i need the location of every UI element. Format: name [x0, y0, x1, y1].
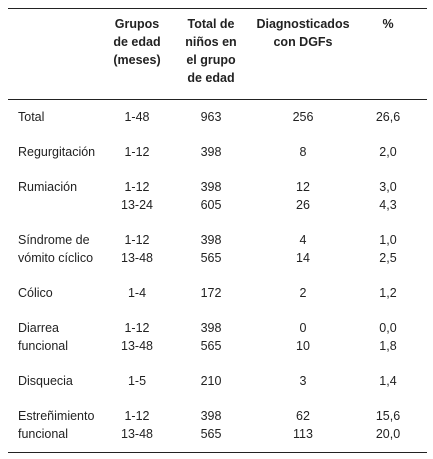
row-label: Total	[18, 110, 45, 124]
cell-value: 13-48	[121, 339, 153, 353]
header-cell: con DGFs	[273, 35, 333, 49]
cell-value: 62	[296, 409, 310, 423]
header-cell: el grupo	[186, 53, 236, 67]
header-cell: Total de	[187, 17, 235, 31]
cell-value: 398	[200, 180, 222, 194]
cell-value: 963	[200, 110, 222, 124]
row-label: Diarrea	[18, 321, 59, 335]
row-label: Rumiación	[18, 180, 78, 194]
cell-value: 1-12	[124, 145, 150, 159]
header-cell: Diagnosticados	[256, 17, 350, 31]
cell-value: 3,0	[379, 180, 397, 194]
header-cell: de edad	[187, 71, 235, 85]
row-label: funcional	[18, 339, 69, 353]
cell-value: 565	[200, 339, 222, 353]
header-cell: Grupos	[114, 17, 160, 31]
cell-value: 1,8	[379, 339, 397, 353]
bottom-rule	[8, 452, 427, 453]
cell-value: 1-12	[124, 409, 150, 423]
cell-value: 13-48	[121, 427, 153, 441]
cell-value: 20,0	[375, 427, 401, 441]
row-label: Regurgitación	[18, 145, 96, 159]
row-label: vómito cíclico	[18, 251, 94, 265]
header-rule	[8, 99, 427, 100]
cell-value: 1-12	[124, 233, 150, 247]
cell-value: 2,5	[379, 251, 397, 265]
cell-value: 398	[200, 145, 222, 159]
cell-value: 2,0	[379, 145, 397, 159]
cell-value: 12	[296, 180, 310, 194]
cell-value: 1-5	[127, 374, 147, 388]
header-cell: niños en	[185, 35, 237, 49]
cell-value: 8	[299, 145, 307, 159]
cell-value: 565	[200, 427, 222, 441]
cell-value: 13-48	[121, 251, 153, 265]
cell-value: 3	[299, 374, 307, 388]
cell-value: 1,2	[379, 286, 397, 300]
row-label: funcional	[18, 427, 69, 441]
cell-value: 113	[293, 427, 313, 441]
cell-value: 0,0	[379, 321, 397, 335]
cell-value: 256	[292, 110, 314, 124]
cell-value: 1-48	[124, 110, 150, 124]
cell-value: 15,6	[375, 409, 401, 423]
cell-value: 1-4	[127, 286, 147, 300]
cell-value: 4	[299, 233, 307, 247]
cell-value: 565	[200, 251, 222, 265]
cell-value: 0	[299, 321, 307, 335]
cell-value: 14	[296, 251, 310, 265]
cell-value: 1,4	[379, 374, 397, 388]
top-rule	[8, 8, 427, 9]
cell-value: 398	[200, 233, 222, 247]
cell-value: 1-12	[124, 321, 150, 335]
cell-value: 1-12	[124, 180, 150, 194]
cell-value: 26,6	[375, 110, 401, 124]
cell-value: 398	[200, 409, 222, 423]
row-label: Estreñimiento	[18, 409, 95, 423]
row-label: Disquecia	[18, 374, 73, 388]
cell-value: 1,0	[379, 233, 397, 247]
header-cell: de edad	[113, 35, 161, 49]
cell-value: 13-24	[121, 198, 153, 212]
cell-value: 26	[296, 198, 310, 212]
cell-value: 2	[299, 286, 307, 300]
row-label: Síndrome de	[18, 233, 90, 247]
cell-value: 172	[200, 286, 222, 300]
header-cell: %	[382, 17, 394, 31]
header-cell: (meses)	[113, 53, 161, 67]
cell-value: 4,3	[379, 198, 397, 212]
cell-value: 10	[296, 339, 310, 353]
row-label: Cólico	[18, 286, 53, 300]
cell-value: 398	[200, 321, 222, 335]
cell-value: 605	[200, 198, 222, 212]
cell-value: 210	[200, 374, 222, 388]
